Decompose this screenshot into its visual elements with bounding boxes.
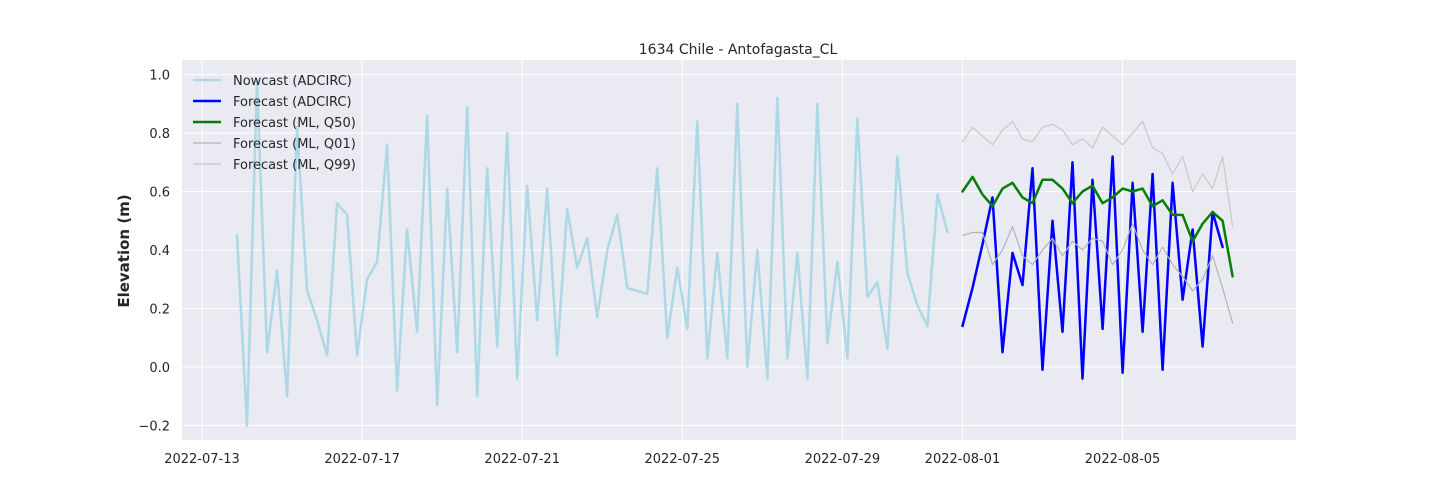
series-line-5: [961, 120, 1234, 228]
grid: [182, 60, 1296, 440]
y-axis: −0.2 0.0 0.2 0.4 0.6 0.8 1.0: [138, 69, 170, 435]
legend-label: Forecast (ADCIRC): [233, 95, 352, 110]
x-tick-label: 2022-07-29: [805, 452, 881, 467]
x-tick-label: 2022-08-05: [1085, 452, 1161, 467]
y-tick-label: 0.8: [149, 127, 170, 142]
x-tick-label: 2022-07-17: [324, 452, 400, 467]
series-line-2: [961, 155, 1224, 380]
legend: Nowcast (ADCIRC) Forecast (ADCIRC) Forecas…: [193, 74, 356, 173]
y-axis-label: Elevation (m): [115, 194, 133, 307]
x-axis: 2022-07-13 2022-07-17 2022-07-21 2022-07-25…: [164, 452, 1160, 467]
x-tick-label: 2022-07-21: [484, 452, 560, 467]
y-tick-label: 1.0: [149, 69, 170, 84]
legend-label: Nowcast (ADCIRC): [233, 74, 352, 89]
y-tick-label: −0.2: [138, 419, 170, 434]
y-tick-label: 0.0: [149, 361, 170, 376]
series-line-3: [961, 175, 1234, 278]
y-tick-label: 0.4: [149, 244, 170, 259]
legend-label: Forecast (ML, Q01): [233, 137, 356, 152]
legend-label: Forecast (ML, Q99): [233, 158, 356, 173]
series-line-4: [961, 223, 1234, 324]
y-tick-label: 0.6: [149, 186, 170, 201]
chart-title: 1634 Chile - Antofagasta_CL: [639, 42, 838, 58]
series-line-1: [235, 79, 949, 427]
y-tick-label: 0.2: [149, 302, 170, 317]
x-tick-label: 2022-07-13: [164, 452, 240, 467]
x-tick-label: 2022-07-25: [645, 452, 721, 467]
x-tick-label: 2022-08-01: [925, 452, 1001, 467]
series-layer: [235, 79, 1234, 427]
legend-label: Forecast (ML, Q50): [233, 116, 356, 131]
